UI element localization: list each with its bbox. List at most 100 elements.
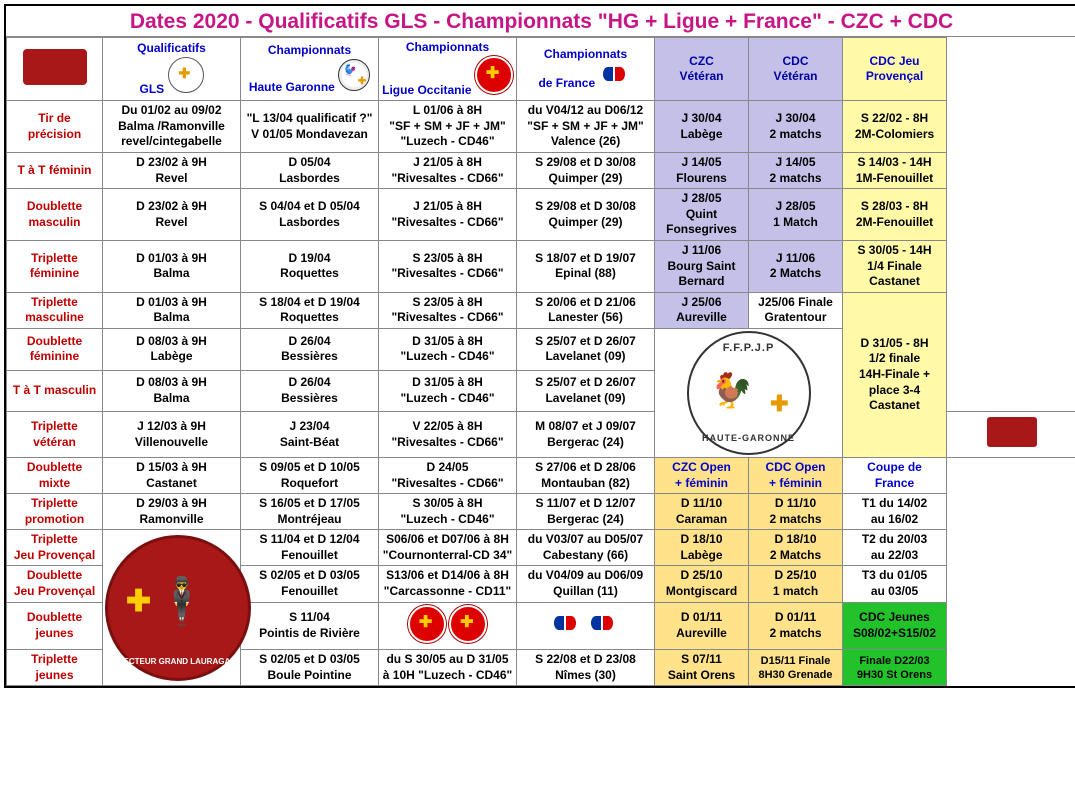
cell: S 11/07 et D 12/07Bergerac (24) xyxy=(517,494,655,530)
hg-logo-icon xyxy=(338,59,370,91)
cell: M 08/07 et J 09/07Bergerac (24) xyxy=(517,412,655,458)
cell: S 07/11Saint Orens xyxy=(655,650,749,686)
cell: D 05/04Lasbordes xyxy=(241,152,379,188)
cell: L 01/06 à 8H"SF + SM + JF + JM""Luzech -… xyxy=(379,101,517,153)
table-row: Doublettemixte D 15/03 à 9HCastanet S 09… xyxy=(7,457,1075,493)
cell: J 14/052 matchs xyxy=(749,152,843,188)
table-row: Triplettepromotion D 29/03 à 9HRamonvill… xyxy=(7,494,1075,530)
row-label: Doubletteféminine xyxy=(7,328,103,370)
cell: D 24/05"Rivesaltes - CD66" xyxy=(379,457,517,493)
cell: du V04/09 au D06/09Quillan (11) xyxy=(517,566,655,602)
cell: J 14/05Flourens xyxy=(655,152,749,188)
row-label: Tir deprécision xyxy=(7,101,103,153)
ffpjp-logo-icon: F.F.P.J.P 🐓 ✚ HAUTE-GARONNE xyxy=(687,331,811,455)
hdr-cdc: CDCVétéran xyxy=(749,38,843,101)
cell: D 26/04Bessières xyxy=(241,370,379,412)
cell: V 22/05 à 8H"Rivesaltes - CD66" xyxy=(379,412,517,458)
cell: S13/06 et D14/06 à 8H"Carcassonne - CD11… xyxy=(379,566,517,602)
cell: S 04/04 et D 05/04Lasbordes xyxy=(241,189,379,241)
cell: J 21/05 à 8H"Rivesaltes - CD66" xyxy=(379,152,517,188)
hdr-france: Championnatsde France xyxy=(517,38,655,101)
cell: D 01/03 à 9HBalma xyxy=(103,292,241,328)
cell: S 30/05 à 8H"Luzech - CD46" xyxy=(379,494,517,530)
cell: T1 du 14/02au 16/02 xyxy=(843,494,947,530)
cell: D 11/102 matchs xyxy=(749,494,843,530)
gls-logo-icon xyxy=(168,57,204,93)
schedule-table: QualificatifsGLS ChampionnatsHaute Garon… xyxy=(6,37,1075,686)
occ-logo-icon xyxy=(408,605,446,643)
row-label: T à T féminin xyxy=(7,152,103,188)
cell: S 22/08 et D 23/08Nîmes (30) xyxy=(517,650,655,686)
page-title: Dates 2020 - Qualificatifs GLS - Champio… xyxy=(6,6,1075,37)
row-label: Triplettepromotion xyxy=(7,494,103,530)
cell: D 08/03 à 9HLabège xyxy=(103,328,241,370)
france-logo-icon xyxy=(587,612,621,636)
schedule-frame: Dates 2020 - Qualificatifs GLS - Champio… xyxy=(4,4,1075,688)
table-row: TripletteJeu Provençal ✚ 🕴️ SECTEUR GRAN… xyxy=(7,530,1075,566)
hdr-hg: ChampionnatsHaute Garonne xyxy=(241,38,379,101)
cell: J25/06 FinaleGratentour xyxy=(749,292,843,328)
cell: S 23/05 à 8H"Rivesaltes - CD66" xyxy=(379,292,517,328)
occ-logo-icon xyxy=(475,56,513,94)
occ-logo-icon xyxy=(449,605,487,643)
cell: S 09/05 et D 10/05Roquefort xyxy=(241,457,379,493)
cell: S 29/08 et D 30/08Quimper (29) xyxy=(517,189,655,241)
cell: T2 du 20/03au 22/03 xyxy=(843,530,947,566)
hdr-czc: CZCVétéran xyxy=(655,38,749,101)
cell: D 25/10Montgiscard xyxy=(655,566,749,602)
cell: S 25/07 et D 26/07Lavelanet (09) xyxy=(517,328,655,370)
cell: D 08/03 à 9HBalma xyxy=(103,370,241,412)
logo-cell xyxy=(517,602,655,650)
cell: J 21/05 à 8H"Rivesaltes - CD66" xyxy=(379,189,517,241)
cell: D15/11 Finale8H30 Grenade xyxy=(749,650,843,686)
ffpjp-logo-cell: F.F.P.J.P 🐓 ✚ HAUTE-GARONNE xyxy=(655,328,843,457)
cell: D 19/04Roquettes xyxy=(241,240,379,292)
cell: D 31/05 à 8H"Luzech - CD46" xyxy=(379,370,517,412)
table-row: Triplettemasculine D 01/03 à 9HBalma S 1… xyxy=(7,292,1075,328)
row-label: Doublettemixte xyxy=(7,457,103,493)
cell: S 16/05 et D 17/05Montréjeau xyxy=(241,494,379,530)
cell: J 30/04Labège xyxy=(655,101,749,153)
row-label: Tripletteféminine xyxy=(7,240,103,292)
hdr-hg-label: ChampionnatsHaute Garonne xyxy=(249,43,351,94)
cell: S 02/05 et D 03/05Fenouillet xyxy=(241,566,379,602)
cell: CDC JeunesS08/02+S15/02 xyxy=(843,602,947,650)
cell: D 11/10Caraman xyxy=(655,494,749,530)
cell: T3 du 01/05au 03/05 xyxy=(843,566,947,602)
cell: S 29/08 et D 30/08Quimper (29) xyxy=(517,152,655,188)
logo-cell xyxy=(379,602,517,650)
table-row: T à T féminin D 23/02 à 9HRevel D 05/04L… xyxy=(7,152,1075,188)
row-label: TripletteJeu Provençal xyxy=(7,530,103,566)
cell: S 25/07 et D 26/07Lavelanet (09) xyxy=(517,370,655,412)
cell: S 02/05 et D 03/05Boule Pointine xyxy=(241,650,379,686)
table-row: Tripletteféminine D 01/03 à 9HBalma D 19… xyxy=(7,240,1075,292)
france-logo-icon xyxy=(550,612,584,636)
table-row: Tir deprécision Du 01/02 au 09/02Balma /… xyxy=(7,101,1075,153)
cell: S 11/04Pointis de Rivière xyxy=(241,602,379,650)
hdr-cdc-open: CDC Open+ féminin xyxy=(749,457,843,493)
hdr-czc-open: CZC Open+ féminin xyxy=(655,457,749,493)
cell: S 18/04 et D 19/04Roquettes xyxy=(241,292,379,328)
cell: S 14/03 - 14H1M-Fenouillet xyxy=(843,152,947,188)
cell: J 30/042 matchs xyxy=(749,101,843,153)
cell: S 23/05 à 8H"Rivesaltes - CD66" xyxy=(379,240,517,292)
cell: Du 01/02 au 09/02Balma /Ramonvillerevel/… xyxy=(103,101,241,153)
sector-logo-icon: ✚ 🕴️ SECTEUR GRAND LAURAGAIS xyxy=(105,535,251,681)
hdr-cdcjp: CDC JeuProvençal xyxy=(843,38,947,101)
logo-cell xyxy=(7,38,103,101)
row-label: Doublettemasculin xyxy=(7,189,103,241)
cell: D 01/112 matchs xyxy=(749,602,843,650)
sector-logo-cell: ✚ 🕴️ SECTEUR GRAND LAURAGAIS xyxy=(103,530,241,686)
club-logo-icon xyxy=(23,49,87,85)
cell: J 11/06Bourg SaintBernard xyxy=(655,240,749,292)
cell: Finale D22/039H30 St Orens xyxy=(843,650,947,686)
cell: S 30/05 - 14H1/4 FinaleCastanet xyxy=(843,240,947,292)
club-logo-icon xyxy=(987,417,1037,447)
header-row: QualificatifsGLS ChampionnatsHaute Garon… xyxy=(7,38,1075,101)
row-label: Triplettejeunes xyxy=(7,650,103,686)
cell: D 23/02 à 9HRevel xyxy=(103,152,241,188)
cell: D 29/03 à 9HRamonville xyxy=(103,494,241,530)
cell: D 31/05 à 8H"Luzech - CD46" xyxy=(379,328,517,370)
row-label: T à T masculin xyxy=(7,370,103,412)
cell: D 01/11Aureville xyxy=(655,602,749,650)
